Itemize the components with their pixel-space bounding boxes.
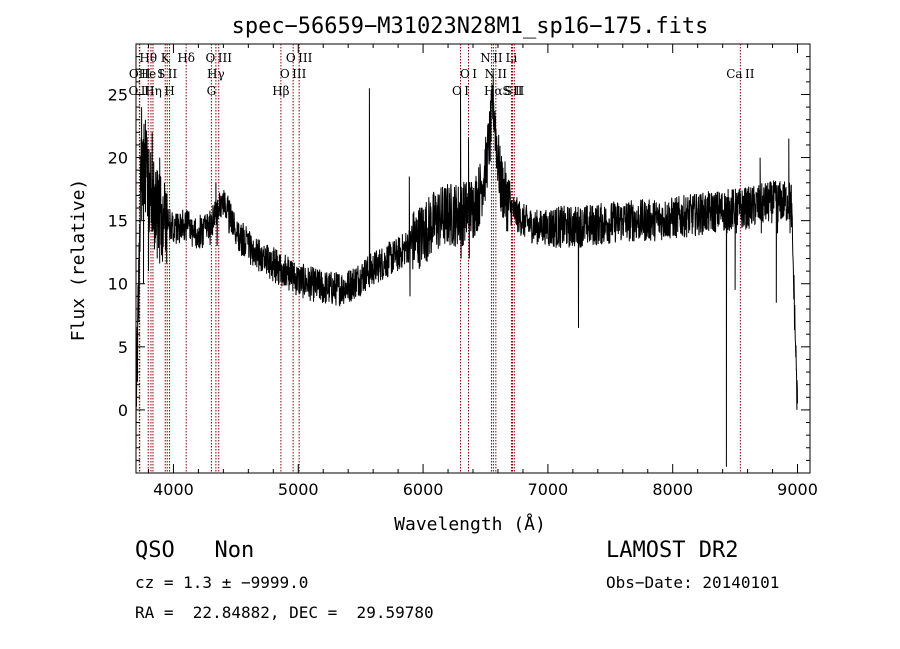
line-label: O III <box>286 51 313 65</box>
line-label: Hη <box>144 84 162 98</box>
spectrum-line <box>135 72 798 467</box>
x-axis: 4000 5000 6000 7000 8000 9000 <box>147 44 818 499</box>
x-tick-label: 7000 <box>528 480 569 499</box>
y-axis-label: Flux (relative) <box>68 179 89 342</box>
x-tick-label: 4000 <box>153 480 194 499</box>
line-label: G <box>207 84 217 98</box>
y-tick-label: 10 <box>108 275 128 294</box>
line-label: K <box>161 51 171 65</box>
object-class: QSO Non <box>135 538 255 563</box>
line-label: N II <box>485 67 508 81</box>
line-label: O III <box>280 67 307 81</box>
line-label: S II <box>157 67 177 81</box>
survey-label: LAMOST DR2 <box>606 538 739 563</box>
y-tick-label: 0 <box>118 401 128 420</box>
x-tick-label: 9000 <box>777 480 818 499</box>
coordinates-text: RA = 22.84882, DEC = 29.59780 <box>135 603 434 622</box>
plot-frame <box>135 43 811 474</box>
chart-title: spec−56659−M31023N28M1_sp16−175.fits <box>232 14 709 39</box>
line-label: He I <box>139 67 164 81</box>
line-label: Hγ <box>207 67 225 81</box>
y-tick-label: 25 <box>108 85 128 104</box>
line-label: O III <box>206 51 233 65</box>
spectral-line-markers <box>138 44 741 473</box>
line-label: O II <box>129 67 151 81</box>
x-tick-label: 8000 <box>652 480 693 499</box>
x-tick-label: 6000 <box>403 480 444 499</box>
line-label: H <box>164 84 174 98</box>
x-axis-label: Wavelength (Å) <box>394 513 546 535</box>
y-tick-label: 20 <box>108 149 128 168</box>
obs-date-text: Obs−Date: 20140101 <box>606 573 780 592</box>
line-label: Hδ <box>177 51 195 65</box>
line-label: S II <box>504 84 524 98</box>
redshift-text: cz = 1.3 ± −9999.0 <box>135 573 309 592</box>
x-tick-label: 5000 <box>278 480 319 499</box>
line-label: S II <box>502 84 522 98</box>
line-label: Hθ <box>139 51 157 65</box>
line-label: O I <box>460 67 477 81</box>
line-label: Li <box>506 51 518 65</box>
y-tick-label: 5 <box>118 338 128 357</box>
y-axis: 0 5 10 15 20 25 <box>108 56 810 461</box>
y-tick-label: 15 <box>108 212 128 231</box>
line-label: Ca II <box>726 67 754 81</box>
line-label: N II <box>480 51 503 65</box>
line-label: Hβ <box>272 84 289 98</box>
